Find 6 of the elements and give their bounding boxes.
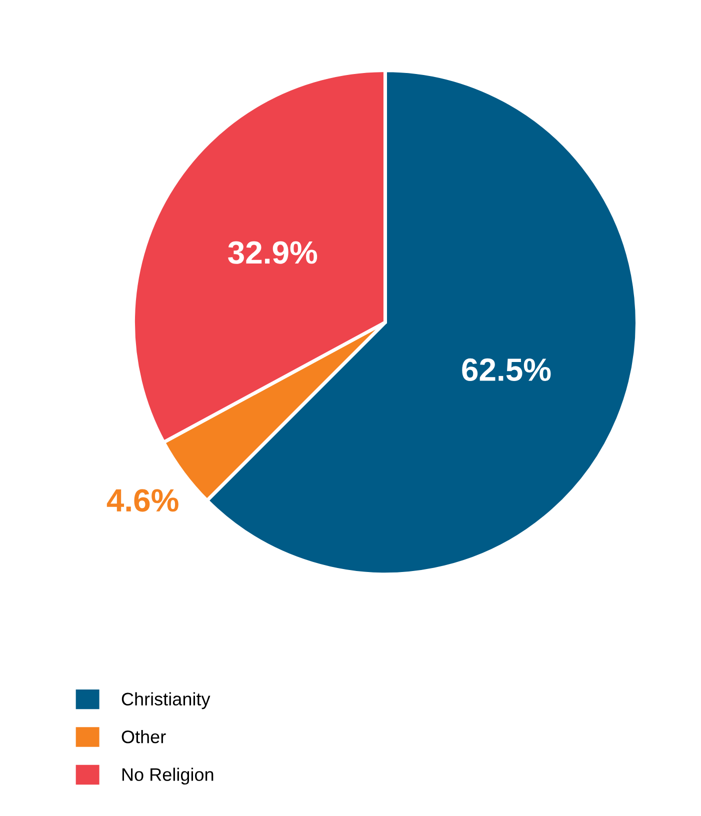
- legend-label: No Religion: [122, 768, 214, 785]
- legend-label: Christianity: [122, 692, 210, 710]
- legend-label: Other: [122, 730, 166, 744]
- data-label: 32.9%: [228, 241, 318, 264]
- data-label: 62.5%: [462, 358, 551, 382]
- data-label: 4.6%: [106, 489, 178, 512]
